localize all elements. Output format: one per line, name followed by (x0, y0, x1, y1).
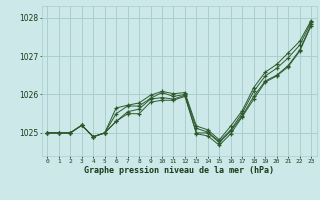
X-axis label: Graphe pression niveau de la mer (hPa): Graphe pression niveau de la mer (hPa) (84, 166, 274, 175)
